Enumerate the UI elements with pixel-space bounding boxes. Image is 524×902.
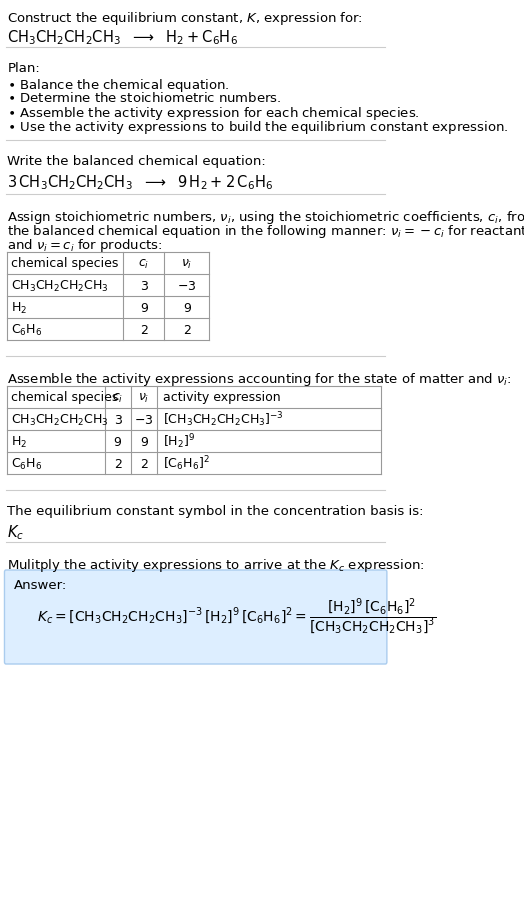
- Text: $\bullet$ Use the activity expressions to build the equilibrium constant express: $\bullet$ Use the activity expressions t…: [7, 119, 509, 136]
- Text: $\nu_i$: $\nu_i$: [181, 257, 192, 271]
- FancyBboxPatch shape: [5, 570, 387, 664]
- Text: the balanced chemical equation in the following manner: $\nu_i = -c_i$ for react: the balanced chemical equation in the fo…: [7, 223, 524, 240]
- Text: Plan:: Plan:: [7, 62, 40, 75]
- Text: $[\mathrm{CH_3CH_2CH_2CH_3}]^{-3}$: $[\mathrm{CH_3CH_2CH_2CH_3}]^{-3}$: [163, 410, 283, 428]
- Text: $K_c$: $K_c$: [7, 522, 25, 541]
- Text: 9: 9: [140, 301, 148, 314]
- Text: $\bullet$ Balance the chemical equation.: $\bullet$ Balance the chemical equation.: [7, 77, 230, 94]
- Text: $[\mathrm{C_6H_6}]^2$: $[\mathrm{C_6H_6}]^2$: [163, 454, 210, 473]
- Text: Construct the equilibrium constant, $K$, expression for:: Construct the equilibrium constant, $K$,…: [7, 10, 363, 27]
- Text: Mulitply the activity expressions to arrive at the $K_c$ expression:: Mulitply the activity expressions to arr…: [7, 557, 425, 574]
- Text: Write the balanced chemical equation:: Write the balanced chemical equation:: [7, 155, 266, 168]
- Text: chemical species: chemical species: [11, 391, 118, 404]
- Text: 9: 9: [183, 301, 191, 314]
- Text: $[\mathrm{H_2}]^9$: $[\mathrm{H_2}]^9$: [163, 432, 195, 451]
- Text: Assemble the activity expressions accounting for the state of matter and $\nu_i$: Assemble the activity expressions accoun…: [7, 371, 512, 388]
- Text: $-3$: $-3$: [134, 413, 154, 426]
- Text: $\mathrm{CH_3CH_2CH_2CH_3}$: $\mathrm{CH_3CH_2CH_2CH_3}$: [11, 278, 109, 293]
- Text: $\nu_i$: $\nu_i$: [138, 391, 149, 404]
- Text: 3: 3: [140, 280, 148, 292]
- Text: 9: 9: [140, 435, 148, 448]
- Text: chemical species: chemical species: [11, 257, 118, 271]
- Text: $\mathrm{C_6H_6}$: $\mathrm{C_6H_6}$: [11, 322, 42, 337]
- Text: $K_c = [\mathrm{CH_3CH_2CH_2CH_3}]^{-3}\,[\mathrm{H_2}]^9\,[\mathrm{C_6H_6}]^2 =: $K_c = [\mathrm{CH_3CH_2CH_2CH_3}]^{-3}\…: [37, 596, 436, 637]
- Text: 2: 2: [183, 323, 191, 336]
- Text: $c_i$: $c_i$: [138, 257, 149, 271]
- Text: $3\,\mathrm{CH_3CH_2CH_2CH_3}$  $\longrightarrow$  $9\,\mathrm{H_2} + 2\,\mathrm: $3\,\mathrm{CH_3CH_2CH_2CH_3}$ $\longrig…: [7, 173, 274, 191]
- Text: $\mathrm{CH_3CH_2CH_2CH_3}$  $\longrightarrow$  $\mathrm{H_2 + C_6H_6}$: $\mathrm{CH_3CH_2CH_2CH_3}$ $\longrighta…: [7, 28, 238, 47]
- Text: 2: 2: [140, 457, 148, 470]
- Text: 3: 3: [114, 413, 122, 426]
- Text: activity expression: activity expression: [163, 391, 280, 404]
- Text: $-3$: $-3$: [177, 280, 196, 292]
- Text: 2: 2: [140, 323, 148, 336]
- Text: $\bullet$ Determine the stoichiometric numbers.: $\bullet$ Determine the stoichiometric n…: [7, 91, 282, 105]
- Text: Answer:: Answer:: [14, 578, 67, 592]
- Text: and $\nu_i = c_i$ for products:: and $\nu_i = c_i$ for products:: [7, 236, 163, 253]
- Text: $c_i$: $c_i$: [112, 391, 123, 404]
- Text: $\mathrm{H_2}$: $\mathrm{H_2}$: [11, 300, 27, 315]
- Text: 9: 9: [114, 435, 122, 448]
- Text: The equilibrium constant symbol in the concentration basis is:: The equilibrium constant symbol in the c…: [7, 504, 424, 518]
- Text: $\mathrm{H_2}$: $\mathrm{H_2}$: [11, 434, 27, 449]
- Text: Assign stoichiometric numbers, $\nu_i$, using the stoichiometric coefficients, $: Assign stoichiometric numbers, $\nu_i$, …: [7, 208, 524, 226]
- Text: $\mathrm{CH_3CH_2CH_2CH_3}$: $\mathrm{CH_3CH_2CH_2CH_3}$: [11, 412, 109, 427]
- Text: 2: 2: [114, 457, 122, 470]
- Text: $\bullet$ Assemble the activity expression for each chemical species.: $\bullet$ Assemble the activity expressi…: [7, 105, 420, 122]
- Text: $\mathrm{C_6H_6}$: $\mathrm{C_6H_6}$: [11, 456, 42, 471]
